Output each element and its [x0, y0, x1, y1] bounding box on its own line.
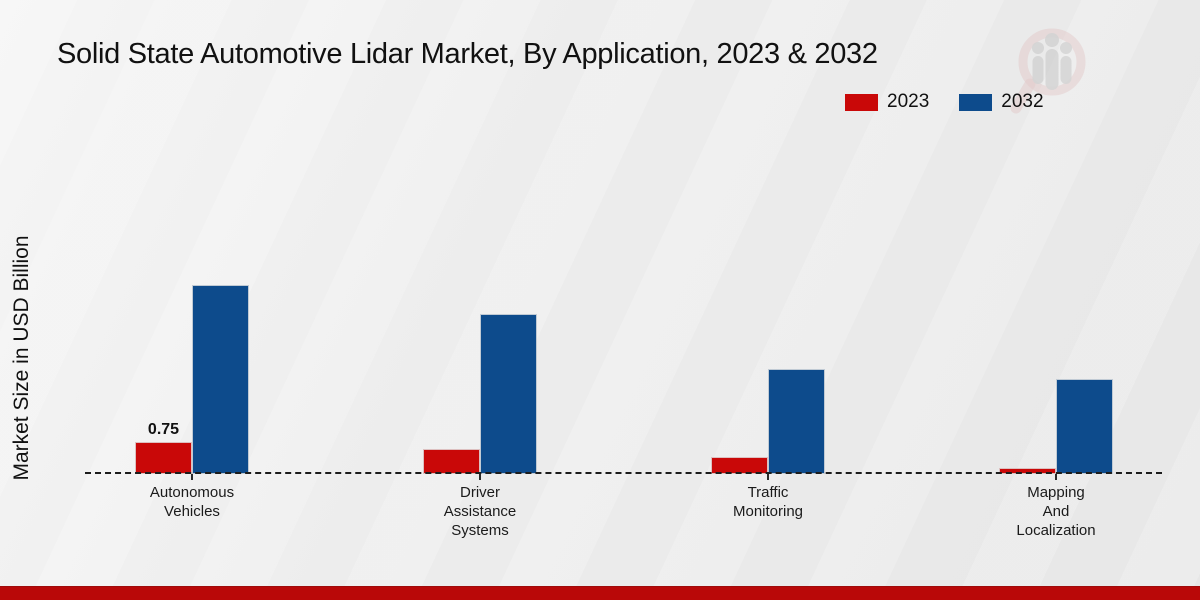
- bar-2023-driver-assistance-systems: [423, 449, 480, 474]
- legend-swatch-2023: [845, 93, 878, 111]
- x-axis-tick: [767, 474, 769, 480]
- bar-2032-traffic-monitoring: [768, 369, 825, 474]
- footer-red-band: [0, 586, 1200, 600]
- bar-2032-driver-assistance-systems: [480, 314, 537, 474]
- x-axis-category-label-mapping-and-localization: Mapping And Localization: [1016, 484, 1096, 539]
- legend: 2023 2032: [845, 91, 1044, 113]
- x-axis-tick: [1055, 474, 1057, 480]
- x-axis-tick: [191, 474, 193, 480]
- x-axis-tick: [479, 474, 481, 480]
- magnifier-lens: [1018, 28, 1086, 96]
- magnifier-people-watermark-icon: [1006, 20, 1090, 121]
- legend-swatch-2032: [959, 93, 993, 111]
- y-axis-label: Market Size in USD Billion: [10, 235, 33, 481]
- bar-2032-autonomous-vehicles: [192, 285, 249, 474]
- x-axis-category-label-traffic-monitoring: Traffic Monitoring: [732, 484, 804, 520]
- people-bars-glyph: [1032, 33, 1072, 90]
- bar-value-label-2023-autonomous-vehicles: 0.75: [147, 421, 180, 438]
- x-axis-category-label-autonomous-vehicles: Autonomous Vehicles: [149, 484, 235, 520]
- x-axis-baseline: [85, 472, 1162, 474]
- legend-label-2032: 2032: [1001, 91, 1044, 112]
- bar-2032-mapping-and-localization: [1056, 379, 1113, 474]
- bar-2023-autonomous-vehicles: [135, 442, 192, 474]
- magnifier-handle: [1010, 78, 1036, 114]
- legend-item-2032: 2032: [959, 91, 1044, 113]
- chart-title: Solid State Automotive Lidar Market, By …: [57, 38, 878, 70]
- legend-item-2023: 2023: [845, 91, 929, 113]
- legend-label-2023: 2023: [887, 91, 930, 112]
- x-axis-category-label-driver-assistance-systems: Driver Assistance Systems: [443, 484, 517, 539]
